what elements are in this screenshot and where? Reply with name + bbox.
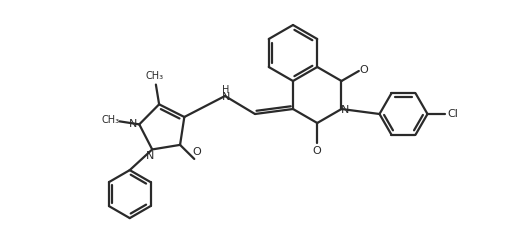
- Text: CH₃: CH₃: [146, 71, 163, 81]
- Text: N: N: [146, 151, 154, 161]
- Text: H: H: [222, 85, 230, 95]
- Text: O: O: [313, 146, 321, 156]
- Text: O: O: [359, 65, 368, 75]
- Text: N: N: [129, 119, 137, 129]
- Text: CH₃: CH₃: [101, 115, 120, 125]
- Text: N: N: [222, 92, 230, 102]
- Text: Cl: Cl: [447, 109, 458, 119]
- Text: O: O: [192, 147, 201, 157]
- Text: N: N: [341, 105, 350, 115]
